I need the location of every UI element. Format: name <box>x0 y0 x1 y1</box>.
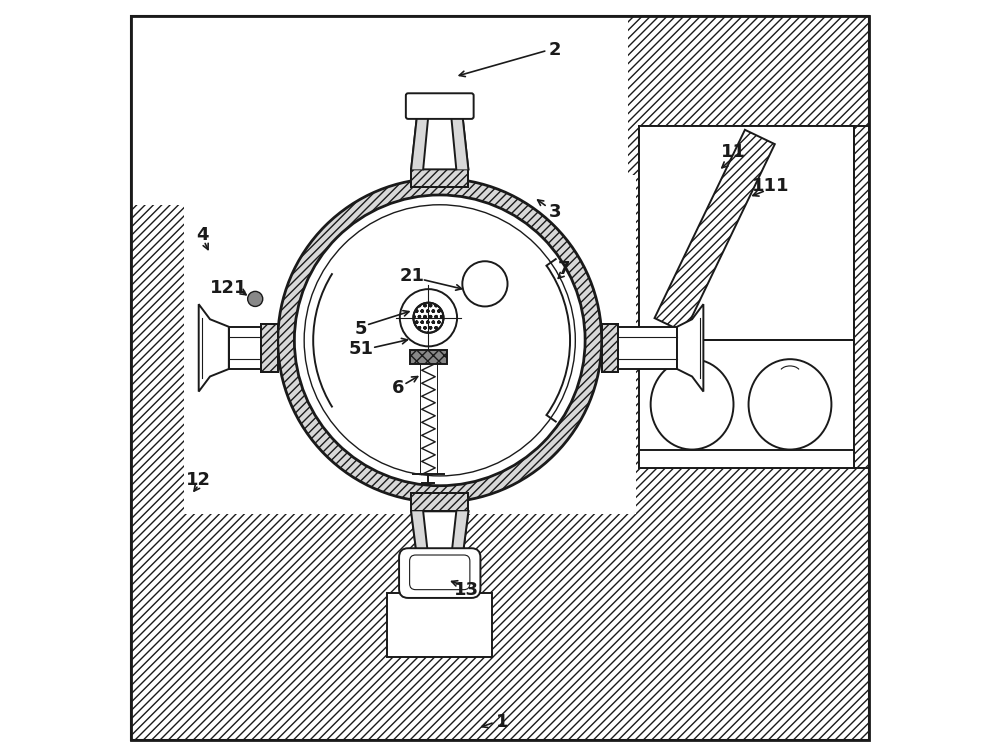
Bar <box>261 324 278 372</box>
Text: 121: 121 <box>210 279 248 296</box>
Bar <box>639 125 854 340</box>
Text: 6: 6 <box>392 379 405 397</box>
Text: 21: 21 <box>399 268 424 285</box>
Bar <box>639 125 854 340</box>
Bar <box>639 450 854 469</box>
Bar <box>131 17 628 205</box>
Circle shape <box>462 262 508 306</box>
Text: 1: 1 <box>496 713 509 731</box>
Bar <box>639 125 854 340</box>
Polygon shape <box>451 114 468 169</box>
Text: 7: 7 <box>558 260 570 277</box>
Bar <box>184 175 636 513</box>
Text: 3: 3 <box>549 203 561 222</box>
Text: 51: 51 <box>348 340 373 358</box>
Bar <box>602 327 677 369</box>
Bar <box>387 593 492 657</box>
Bar <box>854 125 869 469</box>
Polygon shape <box>451 511 468 559</box>
Bar <box>411 493 468 511</box>
Bar <box>639 340 854 469</box>
Circle shape <box>278 178 602 502</box>
Ellipse shape <box>749 359 831 450</box>
Bar <box>411 169 468 187</box>
Bar <box>410 350 447 364</box>
Text: 11: 11 <box>721 143 746 161</box>
Text: 12: 12 <box>186 471 211 488</box>
Bar <box>602 324 618 372</box>
Text: 2: 2 <box>549 42 561 60</box>
Polygon shape <box>411 511 468 559</box>
Circle shape <box>248 291 263 306</box>
FancyBboxPatch shape <box>399 548 480 598</box>
Polygon shape <box>677 304 703 392</box>
Circle shape <box>294 195 585 485</box>
Circle shape <box>400 289 457 346</box>
Polygon shape <box>411 114 468 169</box>
Bar <box>411 493 468 511</box>
Polygon shape <box>199 304 229 392</box>
Text: 13: 13 <box>454 581 479 600</box>
Bar <box>229 327 278 369</box>
Polygon shape <box>655 130 775 333</box>
Ellipse shape <box>651 359 733 450</box>
FancyBboxPatch shape <box>406 93 474 119</box>
Bar <box>639 450 854 469</box>
Text: 111: 111 <box>752 177 790 195</box>
Text: 4: 4 <box>196 226 209 244</box>
Polygon shape <box>411 511 428 559</box>
Bar <box>602 324 618 372</box>
Polygon shape <box>411 114 428 169</box>
Text: 5: 5 <box>354 320 367 338</box>
Bar <box>261 324 278 372</box>
Bar <box>411 169 468 187</box>
